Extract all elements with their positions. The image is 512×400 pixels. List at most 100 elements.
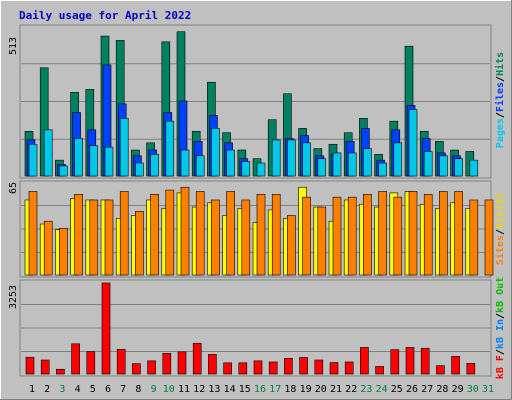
pages-bar <box>150 154 159 177</box>
pages-bar <box>135 162 144 177</box>
pages-bar <box>302 142 311 177</box>
day-label: 16 <box>254 384 266 395</box>
pages-bar <box>226 149 235 177</box>
legend-pages-files-hits: Pages/Files/Hits <box>494 52 506 148</box>
day-label: 19 <box>300 384 312 395</box>
legend-entry: Hits <box>494 52 506 76</box>
day-label: 27 <box>421 384 433 395</box>
bottom-panel-max-label: 3253 <box>8 285 19 309</box>
day-label: 5 <box>90 384 96 395</box>
pages-bar <box>180 149 190 177</box>
day-label: 18 <box>284 384 296 395</box>
kbf-bar <box>208 354 217 375</box>
kbf-bar <box>436 365 445 375</box>
day-label: 21 <box>330 384 342 395</box>
sites-bar <box>393 196 403 276</box>
day-label: 11 <box>178 384 190 395</box>
sites-bar <box>317 206 327 276</box>
sites-bar <box>423 194 433 276</box>
legend-entry: Visits <box>494 193 506 229</box>
kbf-bar <box>375 366 384 375</box>
sites-bar <box>195 191 205 276</box>
day-label: 20 <box>315 384 327 395</box>
kbf-bar <box>162 352 172 375</box>
legend-entry: Sites <box>494 235 506 265</box>
day-label: 3 <box>59 384 65 395</box>
day-label: 24 <box>376 384 388 395</box>
sites-bar <box>119 191 129 276</box>
sites-bar <box>43 220 53 276</box>
day-label: 13 <box>208 384 220 395</box>
sites-bar <box>211 199 220 276</box>
pages-bar <box>271 139 281 177</box>
legend-entry: Pages <box>495 118 506 148</box>
day-label: 12 <box>193 384 205 395</box>
day-label: 1 <box>29 384 35 395</box>
sites-bar <box>378 191 387 276</box>
chart-title: Daily usage for April 2022 <box>19 9 191 22</box>
bars-top <box>24 31 479 177</box>
pages-bar <box>195 155 205 177</box>
kbf-bar <box>268 361 278 375</box>
kbf-bar <box>40 359 50 375</box>
day-label: 15 <box>239 384 251 395</box>
kbf-bar <box>177 351 187 375</box>
pages-bar <box>211 128 220 177</box>
sites-bar <box>165 189 175 276</box>
day-label: 29 <box>452 384 464 395</box>
pages-bar <box>89 145 99 177</box>
legend-entry: / <box>495 349 506 355</box>
kbf-bar <box>390 349 400 375</box>
legend-sites-visits: Sites/Visits <box>494 193 506 265</box>
sites-bar <box>271 194 281 276</box>
kbf-bar <box>253 360 263 375</box>
sites-bar <box>454 191 463 276</box>
kbf-bar <box>116 349 126 375</box>
day-label: 2 <box>44 384 50 395</box>
kbf-bar <box>466 363 476 375</box>
pages-bar <box>317 158 327 177</box>
day-label: 22 <box>345 384 357 395</box>
top-panel-max-label: 513 <box>8 37 19 55</box>
legend-entry: Files <box>494 82 506 112</box>
pages-bar <box>165 120 175 177</box>
sites-bar <box>469 199 479 276</box>
pages-bar <box>347 152 357 177</box>
kbf-bar <box>56 368 65 375</box>
day-label: 14 <box>224 384 236 395</box>
sites-bar <box>59 227 68 276</box>
kbf-bar <box>101 282 111 375</box>
legend-entry: kB F <box>495 355 506 379</box>
bars-bottom <box>25 282 476 375</box>
kbf-bar <box>420 347 430 375</box>
sites-bar <box>332 196 342 276</box>
pages-bar <box>104 146 114 177</box>
pages-bar <box>28 143 38 177</box>
day-label: 10 <box>163 384 175 395</box>
sites-bar <box>302 196 311 276</box>
sites-bar <box>135 211 144 276</box>
legend-entry: / <box>495 313 506 319</box>
sites-bar <box>363 194 372 276</box>
day-label: 26 <box>406 384 418 395</box>
legend-entry: / <box>495 112 506 118</box>
kbf-bar <box>299 357 308 375</box>
day-label: 28 <box>436 384 448 395</box>
pages-bar <box>43 129 53 177</box>
sites-bar <box>241 199 251 276</box>
sites-bar <box>28 191 38 276</box>
legend-kbf-kbin-kbout: kB F/kB In/kB Out <box>495 277 506 379</box>
day-label: 25 <box>391 384 403 395</box>
sites-bar <box>226 191 235 276</box>
kbf-bar <box>132 363 141 375</box>
day-label: 31 <box>482 384 494 395</box>
day-label: 4 <box>75 384 81 395</box>
pages-bar <box>363 148 372 177</box>
sites-bar <box>408 191 418 276</box>
pages-bar <box>287 139 296 177</box>
kbf-bar <box>192 342 202 375</box>
kbf-bar <box>238 362 248 375</box>
day-label: 8 <box>135 384 141 395</box>
sites-bar <box>439 191 448 276</box>
